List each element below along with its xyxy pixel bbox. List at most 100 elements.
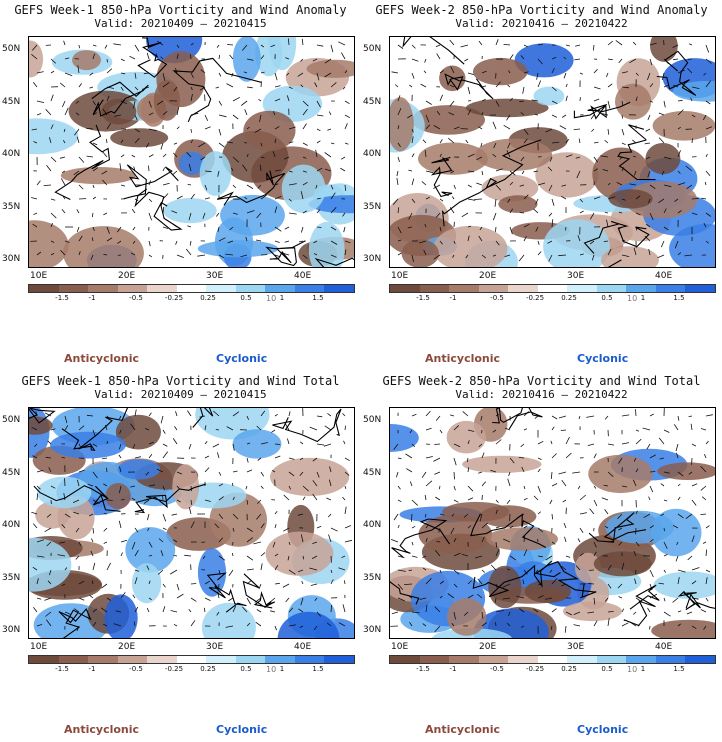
wind-vector (549, 569, 553, 573)
wind-vector (203, 607, 206, 613)
wind-vector (607, 83, 613, 88)
colorbar-tick-label: -0.5 (490, 294, 504, 302)
wind-vector (691, 198, 699, 200)
wind-vector (645, 223, 651, 228)
wind-vector (550, 440, 553, 445)
wind-vector (148, 100, 152, 108)
wind-vector (523, 138, 528, 144)
wind-vector (438, 485, 441, 490)
wind-vector (397, 239, 402, 242)
wind-vector (92, 226, 95, 231)
wind-vector (411, 413, 417, 417)
wind-vector (257, 457, 262, 461)
wind-vector (425, 480, 433, 487)
wind-vector (453, 425, 460, 431)
longitude-label: 30E (567, 271, 585, 281)
wind-vector (328, 534, 332, 543)
wind-vector (672, 597, 679, 603)
wind-vector (561, 114, 567, 118)
wind-vector (187, 225, 192, 228)
wind-vector (92, 608, 98, 613)
wind-vector (92, 621, 97, 627)
wind-vector (649, 42, 657, 46)
vorticity-blob (401, 239, 439, 267)
wind-vector (64, 240, 70, 243)
wind-vector (391, 611, 399, 615)
wind-vector (218, 72, 222, 77)
wind-vector (551, 141, 560, 144)
wind-vector (537, 595, 544, 599)
wind-vector (256, 425, 262, 431)
wind-vector (705, 212, 712, 217)
wind-vector (411, 254, 414, 263)
wind-vector (172, 539, 178, 543)
wind-vector (92, 471, 98, 479)
wind-vector (298, 608, 304, 613)
wind-vector (411, 555, 418, 558)
wind-vector (450, 66, 455, 74)
wind-vector (160, 142, 164, 150)
wind-vector (677, 513, 684, 519)
wind-vector (523, 194, 529, 200)
wind-vector (157, 100, 164, 105)
colorbar-tick-label: 0.5 (240, 665, 252, 673)
wind-vector (148, 198, 153, 203)
wind-vector (439, 70, 444, 74)
colorbar-tick-label: 0.5 (601, 294, 613, 302)
wind-vector (36, 180, 41, 186)
wind-vector (106, 237, 113, 242)
wind-vector (31, 53, 38, 60)
wind-vector (537, 240, 540, 245)
wind-vector (686, 611, 693, 615)
wind-vector (46, 165, 52, 172)
wind-vector (593, 551, 597, 557)
colorbar-swatch (626, 285, 656, 292)
wind-vector (658, 198, 665, 204)
wind-vector (103, 253, 108, 256)
wind-vector (558, 415, 567, 419)
wind-vector (648, 198, 651, 204)
wind-vector (31, 128, 38, 131)
wind-vector (705, 240, 709, 244)
wind-vector (342, 413, 346, 417)
wind-vector (246, 527, 254, 532)
panel-title: GEFS Week-1 850-hPa Vorticity and Wind T… (21, 374, 340, 388)
wind-vector (673, 525, 679, 529)
wind-vector (663, 208, 667, 214)
coastline (33, 485, 121, 512)
wind-vector (302, 142, 308, 146)
wind-vector (218, 513, 224, 519)
wind-vector (148, 240, 151, 247)
wind-vector (272, 151, 276, 158)
wind-vector (449, 414, 455, 417)
wind-vector (607, 618, 610, 627)
wind-vector (551, 578, 558, 585)
wind-vector (424, 513, 427, 518)
wind-vector (148, 453, 153, 459)
colorbar-swatch (58, 285, 89, 292)
longitude-label: 30E (206, 271, 224, 281)
wind-vector (212, 443, 220, 448)
wind-vector (705, 597, 709, 602)
vorticity-blob (104, 594, 138, 638)
wind-vector (621, 100, 624, 106)
wind-vector (120, 58, 125, 62)
wind-vector (146, 607, 150, 613)
wind-vector (393, 513, 399, 521)
wind-vector (411, 198, 416, 204)
wind-vector (703, 223, 707, 228)
wind-vector (621, 562, 625, 571)
vorticity-blob (60, 167, 136, 185)
colorbar-tick-label: -1 (88, 665, 96, 673)
wind-vector (593, 620, 598, 627)
wind-vector (288, 541, 291, 546)
wind-vector (204, 455, 210, 459)
wind-vector (260, 142, 263, 147)
wind-vector (133, 100, 136, 109)
wind-vector (677, 623, 682, 627)
wind-vector (189, 240, 192, 246)
latitude-label: 40N (363, 149, 382, 159)
wind-vector (545, 597, 553, 600)
wind-vector (78, 184, 84, 190)
wind-vector (63, 493, 66, 501)
